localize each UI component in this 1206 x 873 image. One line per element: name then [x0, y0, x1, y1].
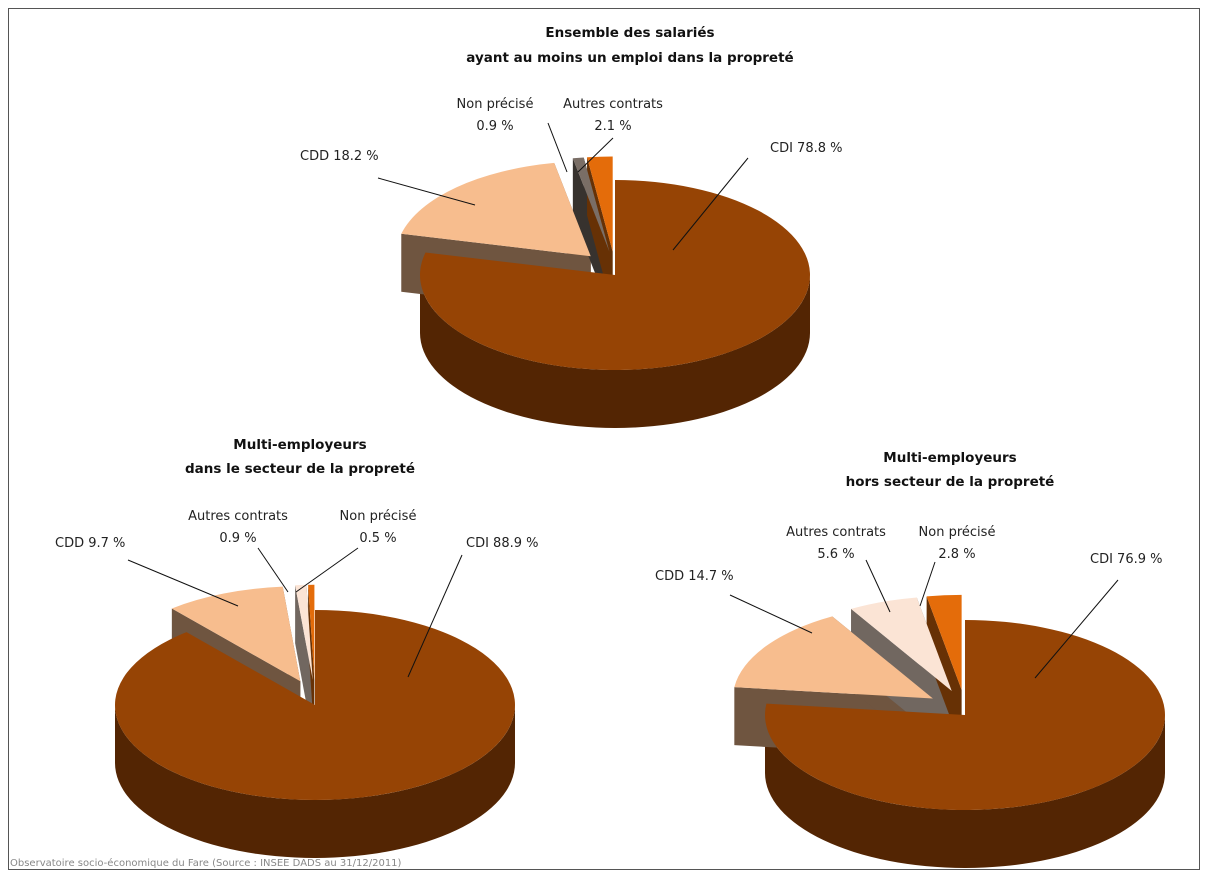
data-label: 0.9 %	[219, 531, 256, 546]
data-label: Autres contrats	[563, 97, 663, 112]
pie-slice-autres-contrats	[851, 597, 952, 691]
data-label: CDD 9.7 %	[55, 536, 125, 551]
chart-title-line: Multi-employeurs	[233, 437, 366, 453]
pie-slice-cdd	[171, 586, 301, 682]
data-label: CDI 78.8 %	[770, 141, 842, 156]
chart-title-line: Ensemble des salariés	[545, 25, 714, 41]
data-label: Non précisé	[919, 525, 996, 540]
leader-line	[257, 547, 289, 593]
pie-slice-non-pr-cis-	[308, 584, 315, 680]
pie-slice-side	[765, 715, 1165, 868]
data-label: 0.9 %	[476, 119, 513, 134]
data-label: 5.6 %	[817, 547, 854, 562]
leader-line	[865, 559, 891, 613]
pie-slice-cdi	[419, 180, 811, 370]
pie-chart-2: Multi-employeurs dans le secteur de la pr…	[55, 437, 538, 858]
leader-line	[407, 554, 463, 678]
source-note: Observatoire socio-économique du Fare (S…	[10, 858, 402, 869]
data-label: CDI 88.9 %	[466, 536, 538, 551]
pie-slice-non-pr-cis-	[926, 594, 962, 690]
chart-title-line: ayant au moins un emploi dans la propret…	[466, 50, 793, 66]
data-label: Non précisé	[340, 509, 417, 524]
leader-line	[295, 547, 359, 593]
data-label: 0.5 %	[359, 531, 396, 546]
pie-slice-autres-contrats	[587, 156, 613, 252]
leader-line	[919, 561, 936, 607]
pie-chart-1: Ensemble des salariés ayant au moins un e…	[300, 25, 842, 428]
chart-title-line: dans le secteur de la propreté	[185, 461, 415, 477]
data-label: Autres contrats	[188, 509, 288, 524]
data-label: 2.1 %	[594, 119, 631, 134]
data-label: Non précisé	[457, 97, 534, 112]
pie-slice-wall	[295, 585, 313, 738]
data-label: CDD 18.2 %	[300, 149, 379, 164]
leader-line	[1034, 579, 1119, 679]
data-label: Autres contrats	[786, 525, 886, 540]
pie-slice-cdd	[734, 616, 933, 699]
leader-line	[377, 177, 476, 206]
leader-line	[547, 122, 568, 173]
pie-slice-side	[115, 705, 515, 858]
pie-slice-non-pr-cis-	[572, 157, 610, 252]
pie-slice-cdi	[764, 620, 1165, 810]
data-label: CDD 14.7 %	[655, 569, 734, 584]
leader-line	[577, 137, 614, 173]
leader-line	[127, 559, 239, 607]
pie-slice-cdd	[401, 162, 591, 257]
pie-slice-autres-contrats	[295, 584, 313, 680]
pie-chart-3: Multi-employeurs hors secteur de la propr…	[655, 450, 1165, 868]
leader-line	[672, 157, 749, 251]
pie-slice-side	[420, 275, 810, 428]
leader-line	[729, 594, 813, 634]
chart-title-line: Multi-employeurs	[883, 450, 1016, 466]
chart-title-line: hors secteur de la propreté	[846, 474, 1055, 490]
pie-slice-cdi	[115, 610, 516, 800]
data-label: CDI 76.9 %	[1090, 552, 1162, 567]
data-label: 2.8 %	[938, 547, 975, 562]
